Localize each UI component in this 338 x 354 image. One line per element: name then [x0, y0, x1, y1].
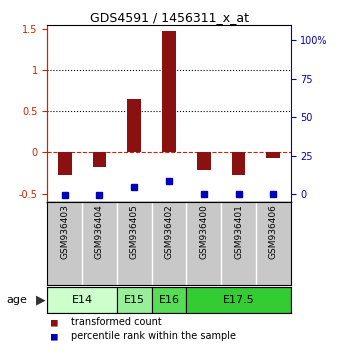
- Bar: [197, 152, 211, 171]
- Text: E15: E15: [124, 295, 145, 305]
- Text: ■: ■: [51, 331, 57, 341]
- Bar: [127, 99, 141, 152]
- Text: ■: ■: [51, 317, 57, 327]
- Text: E17.5: E17.5: [223, 295, 255, 305]
- Text: E16: E16: [159, 295, 179, 305]
- Text: age: age: [7, 295, 28, 305]
- Bar: [232, 152, 245, 176]
- Text: percentile rank within the sample: percentile rank within the sample: [71, 331, 236, 341]
- Text: GSM936400: GSM936400: [199, 204, 208, 259]
- Text: ▶: ▶: [35, 293, 45, 307]
- Text: E14: E14: [72, 295, 93, 305]
- Bar: [93, 152, 106, 167]
- Text: GSM936406: GSM936406: [269, 204, 278, 259]
- Text: GSM936405: GSM936405: [130, 204, 139, 259]
- Bar: [266, 152, 280, 158]
- Text: GSM936403: GSM936403: [60, 204, 69, 259]
- Bar: [47, 287, 117, 313]
- Bar: [58, 152, 72, 175]
- Title: GDS4591 / 1456311_x_at: GDS4591 / 1456311_x_at: [90, 11, 248, 24]
- Text: transformed count: transformed count: [71, 317, 162, 327]
- Bar: [186, 287, 291, 313]
- Bar: [162, 32, 176, 152]
- Text: GSM936402: GSM936402: [165, 204, 173, 259]
- Bar: [117, 287, 152, 313]
- Text: GSM936401: GSM936401: [234, 204, 243, 259]
- Bar: [152, 287, 186, 313]
- Text: GSM936404: GSM936404: [95, 204, 104, 259]
